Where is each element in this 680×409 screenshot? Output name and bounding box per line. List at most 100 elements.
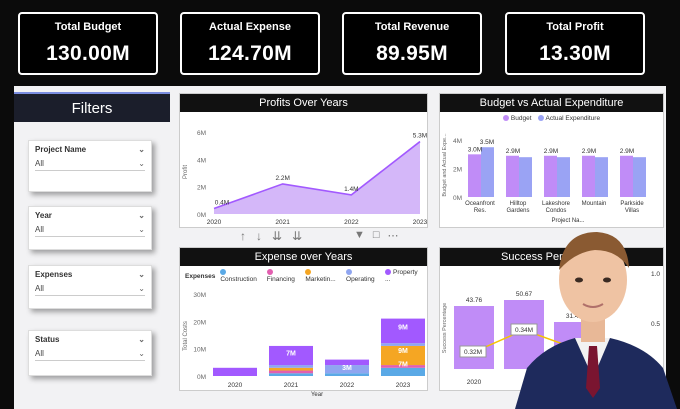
- data-label: 50.67: [516, 291, 533, 298]
- kpi-label: Total Budget: [54, 21, 122, 33]
- actual-bar: [633, 157, 646, 197]
- x-tick-label: Mountain: [582, 201, 607, 207]
- expand-all-icon[interactable]: ⇊: [292, 229, 303, 243]
- data-label: 2.2M: [275, 175, 289, 182]
- data-label: 31.41: [566, 313, 583, 320]
- stack-segment: [381, 343, 425, 346]
- chevron-down-icon[interactable]: ⌄: [138, 335, 145, 344]
- data-label: 43.76: [466, 297, 483, 304]
- x-tick-label: 2020: [228, 382, 243, 389]
- segment-label: 9M: [398, 348, 408, 355]
- filter-select[interactable]: All ⌄: [35, 225, 145, 237]
- x-tick-label: Parkside: [620, 201, 644, 207]
- budget-panel: Budget vs Actual Expenditure Budget Actu…: [439, 93, 664, 228]
- filter-value: All: [35, 159, 44, 168]
- stack-segment: [325, 373, 369, 376]
- legend-item-financing: Financing: [266, 269, 301, 283]
- segment-label: 9M: [398, 325, 408, 332]
- filters-title: Filters: [14, 92, 170, 122]
- drill-down-icon[interactable]: ↓: [256, 229, 262, 243]
- budget-chart: 0M 2M 4M Budget and Actual Expe... 3.0M Ocean…: [442, 133, 646, 224]
- budget-data-label: 2.9M: [620, 148, 634, 155]
- profit-line: [213, 140, 421, 210]
- legend-item-budget: Budget: [502, 115, 532, 122]
- filter-value: All: [35, 284, 44, 293]
- x-tick-label: Condos: [546, 208, 567, 214]
- chevron-down-icon[interactable]: ⌄: [138, 270, 145, 279]
- profits-panel: Profits Over Years 0M 2M 4M 6M Profit 2020 202…: [179, 93, 428, 234]
- chevron-down-icon: ⌄: [138, 159, 145, 168]
- actual-bar: [595, 157, 608, 197]
- chevron-down-icon[interactable]: ⌄: [138, 211, 145, 220]
- kpi-total-revenue: Total Revenue 89.95M: [342, 12, 482, 75]
- filter-select[interactable]: All ⌄: [35, 284, 145, 296]
- stack-segment: [325, 365, 369, 374]
- y-tick-label: 4M: [197, 157, 206, 164]
- legend-title: Expenses: [185, 272, 216, 280]
- y-tick-label: 0M: [197, 374, 206, 381]
- stack-segment: [381, 367, 425, 376]
- filter-status[interactable]: Status ⌄ All ⌄: [28, 330, 152, 376]
- y-tick-label: 2M: [453, 167, 462, 174]
- right-axis-label: 0.5: [651, 321, 660, 328]
- data-label: 0.4M: [215, 200, 229, 207]
- filter-project-name[interactable]: Project Name ⌄ All ⌄: [28, 140, 152, 192]
- legend-item-property: Property ...: [385, 269, 418, 283]
- y-tick-label: 4M: [453, 138, 462, 145]
- line-label: 0.34M: [515, 327, 533, 334]
- profit-area: [214, 141, 420, 214]
- data-label: 5.3M: [413, 133, 427, 140]
- y-axis-label: Success Percentage: [442, 303, 448, 353]
- segment-label: 7M: [398, 361, 408, 368]
- y-tick-label: 30M: [193, 292, 206, 299]
- y-axis-label: Budget and Actual Expe...: [442, 133, 448, 197]
- y-tick-label: 10M: [193, 347, 206, 354]
- actual-bar: [557, 157, 570, 197]
- stack-segment: [381, 345, 425, 366]
- filter-label: Status: [35, 335, 60, 344]
- budget-bar: [544, 155, 557, 197]
- segment-label: 7M: [286, 351, 296, 358]
- profits-title: Profits Over Years: [180, 94, 427, 112]
- filter-value: All: [35, 225, 44, 234]
- filter-icon[interactable]: ▼: [354, 229, 365, 241]
- stack-segment: [269, 370, 313, 374]
- presenter-photo: [515, 232, 677, 409]
- right-axis-label: 1.0: [651, 271, 660, 278]
- budget-data-label: 2.9M: [506, 148, 520, 155]
- stack-segment: [269, 365, 313, 368]
- actual-bar: [481, 147, 494, 197]
- x-tick-label: Lakeshore: [542, 201, 571, 207]
- chevron-down-icon: ⌄: [138, 284, 145, 293]
- filter-select[interactable]: All ⌄: [35, 349, 145, 361]
- visual-options: ▼ □ ⋯: [354, 229, 399, 242]
- legend-item-operating: Operating: [346, 269, 380, 283]
- visual-toolbar: ↑ ↓ ⇊ ⇊: [240, 229, 302, 243]
- line-label-box: [459, 345, 487, 358]
- x-tick-label: 2023: [396, 382, 411, 389]
- budget-bar: [506, 155, 519, 197]
- legend-item-marketing: Marketin...: [305, 269, 341, 283]
- line-label-box: [510, 323, 538, 336]
- filter-select[interactable]: All ⌄: [35, 159, 145, 171]
- focus-mode-icon[interactable]: □: [372, 229, 380, 241]
- legend-item-construction: Construction: [220, 269, 261, 283]
- x-tick-label: 2020: [467, 379, 482, 386]
- more-options-icon[interactable]: ⋯: [387, 230, 399, 242]
- y-axis-label: Total Costs: [183, 321, 189, 351]
- expense-legend: Expenses Construction Financing Marketin…: [180, 266, 427, 286]
- filter-expenses[interactable]: Expenses ⌄ All ⌄: [28, 265, 152, 309]
- kpi-label: Actual Expense: [209, 21, 291, 33]
- expense-panel: Expense over Years Expenses Construction…: [179, 247, 428, 398]
- filter-year[interactable]: Year ⌄ All ⌄: [28, 206, 152, 250]
- drill-up-icon[interactable]: ↑: [240, 229, 246, 243]
- expand-down-icon[interactable]: ⇊: [272, 229, 283, 243]
- x-tick-label: Oceanfront: [465, 201, 495, 207]
- kpi-value: 13.30M: [539, 42, 611, 65]
- chevron-down-icon: ⌄: [138, 349, 145, 358]
- x-axis-label: Year: [311, 392, 323, 398]
- data-label: 1.4M: [344, 186, 358, 193]
- expense-chart: 0M 10M 20M 30M Total Costs 2020 2021 2022 2023 7M…: [183, 292, 425, 398]
- x-tick-label: 2020: [207, 219, 222, 226]
- chevron-down-icon[interactable]: ⌄: [138, 145, 145, 154]
